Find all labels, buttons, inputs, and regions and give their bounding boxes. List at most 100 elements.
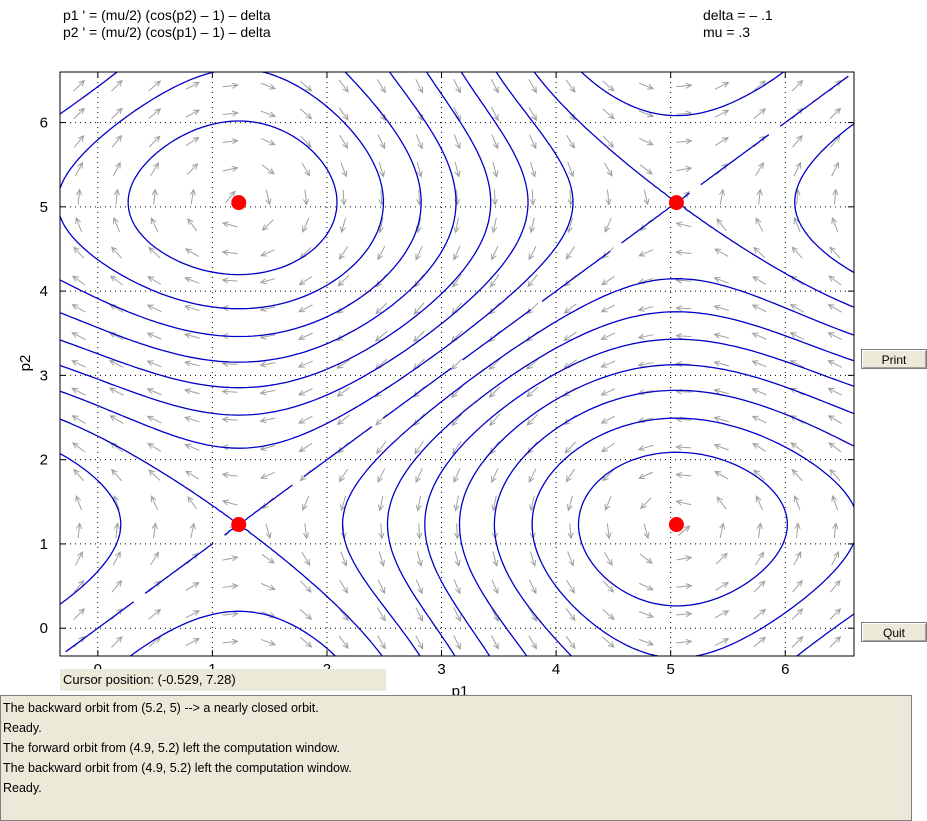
field-arrow	[453, 579, 461, 595]
field-arrow	[222, 555, 239, 562]
print-button[interactable]: Print	[861, 349, 927, 369]
field-arrow	[751, 415, 767, 424]
field-arrow	[638, 471, 654, 479]
field-arrow	[602, 80, 615, 92]
field-arrow	[76, 522, 83, 539]
field-arrow	[565, 246, 575, 260]
field-arrow	[565, 79, 576, 93]
field-arrow	[110, 246, 123, 259]
field-arrow	[184, 470, 200, 480]
parameter-mu: mu = .3	[703, 24, 751, 40]
message-line: The backward orbit from (4.9, 5.2) left …	[3, 761, 352, 775]
field-arrow	[147, 442, 162, 452]
field-arrow	[491, 579, 499, 595]
field-arrow	[184, 248, 200, 257]
orbit	[577, 451, 789, 607]
field-arrow	[793, 216, 801, 233]
field-arrow	[378, 162, 385, 178]
field-arrow	[111, 79, 123, 92]
field-arrow	[753, 108, 767, 119]
field-arrow	[148, 608, 162, 620]
field-arrow	[377, 79, 386, 94]
message-log[interactable]: The backward orbit from (5.2, 5) --> a n…	[0, 695, 912, 821]
field-arrow	[526, 413, 539, 426]
field-arrow	[492, 161, 499, 178]
field-arrow	[340, 189, 347, 206]
field-arrow	[529, 189, 536, 206]
field-arrow	[260, 110, 277, 118]
field-arrow	[261, 164, 275, 175]
field-arrow	[302, 217, 310, 233]
field-arrow	[71, 415, 86, 424]
field-arrow	[184, 304, 200, 312]
field-arrow	[415, 134, 423, 150]
field-arrow	[454, 161, 461, 178]
field-arrow	[76, 188, 83, 205]
field-arrow	[73, 134, 85, 148]
field-arrow	[377, 468, 386, 483]
field-arrow	[338, 79, 349, 93]
x-tick-label: 4	[552, 661, 560, 678]
field-arrow	[751, 304, 767, 313]
field-arrow	[675, 305, 692, 312]
field-arrow	[831, 161, 840, 177]
field-arrow	[146, 415, 162, 424]
field-arrow	[714, 109, 730, 118]
field-arrow	[643, 523, 650, 540]
field-arrow	[639, 553, 653, 564]
field-arrow	[789, 304, 805, 313]
field-arrow	[222, 583, 239, 590]
field-arrow	[222, 82, 239, 89]
field-arrow	[675, 360, 692, 367]
field-arrow	[755, 495, 764, 511]
field-arrow	[150, 495, 159, 511]
field-arrow	[339, 217, 347, 234]
message-line: The backward orbit from (5.2, 5) --> a n…	[3, 701, 319, 715]
field-arrow	[336, 414, 350, 425]
field-arrow	[602, 608, 615, 621]
cursor-position-readout: Cursor position: (-0.529, 7.28)	[60, 669, 386, 691]
field-arrow	[71, 332, 86, 341]
field-arrow	[113, 522, 121, 539]
field-arrow	[676, 82, 693, 89]
field-arrow	[563, 303, 577, 314]
field-arrow	[528, 579, 537, 595]
field-arrow	[675, 249, 692, 256]
field-arrow	[453, 495, 460, 512]
field-arrow	[146, 360, 162, 368]
plot-frame	[59, 71, 855, 657]
field-arrow	[602, 636, 615, 648]
field-arrow	[221, 388, 238, 395]
field-arrow	[604, 495, 612, 512]
field-arrow	[602, 580, 615, 593]
field-arrow	[677, 525, 691, 537]
field-arrow	[415, 79, 424, 94]
field-arrow	[73, 107, 86, 120]
field-arrow	[146, 304, 162, 313]
field-arrow	[340, 551, 348, 567]
field-arrow	[222, 138, 239, 145]
field-arrow	[675, 471, 692, 479]
field-arrow	[638, 611, 655, 618]
equilibrium-point	[231, 195, 247, 211]
field-arrow	[337, 274, 350, 287]
field-arrow	[261, 219, 274, 231]
field-arrow	[302, 495, 310, 511]
field-arrow	[416, 523, 423, 540]
equilibria	[231, 195, 684, 533]
field-arrow	[377, 134, 386, 150]
field-arrow	[637, 361, 654, 368]
field-arrow	[675, 333, 692, 340]
field-arrow	[224, 190, 236, 204]
orbit	[59, 71, 422, 338]
field-arrow	[374, 330, 388, 342]
field-arrow	[831, 494, 839, 511]
phase-plane-plot[interactable]: 01234560123456 p1 p2	[0, 0, 927, 700]
field-arrow	[601, 442, 615, 453]
field-arrow	[827, 387, 842, 396]
field-arrow	[146, 332, 162, 340]
quit-button[interactable]: Quit	[861, 622, 927, 642]
field-arrow	[184, 276, 200, 284]
field-arrow	[676, 638, 693, 645]
field-arrow	[302, 189, 310, 206]
